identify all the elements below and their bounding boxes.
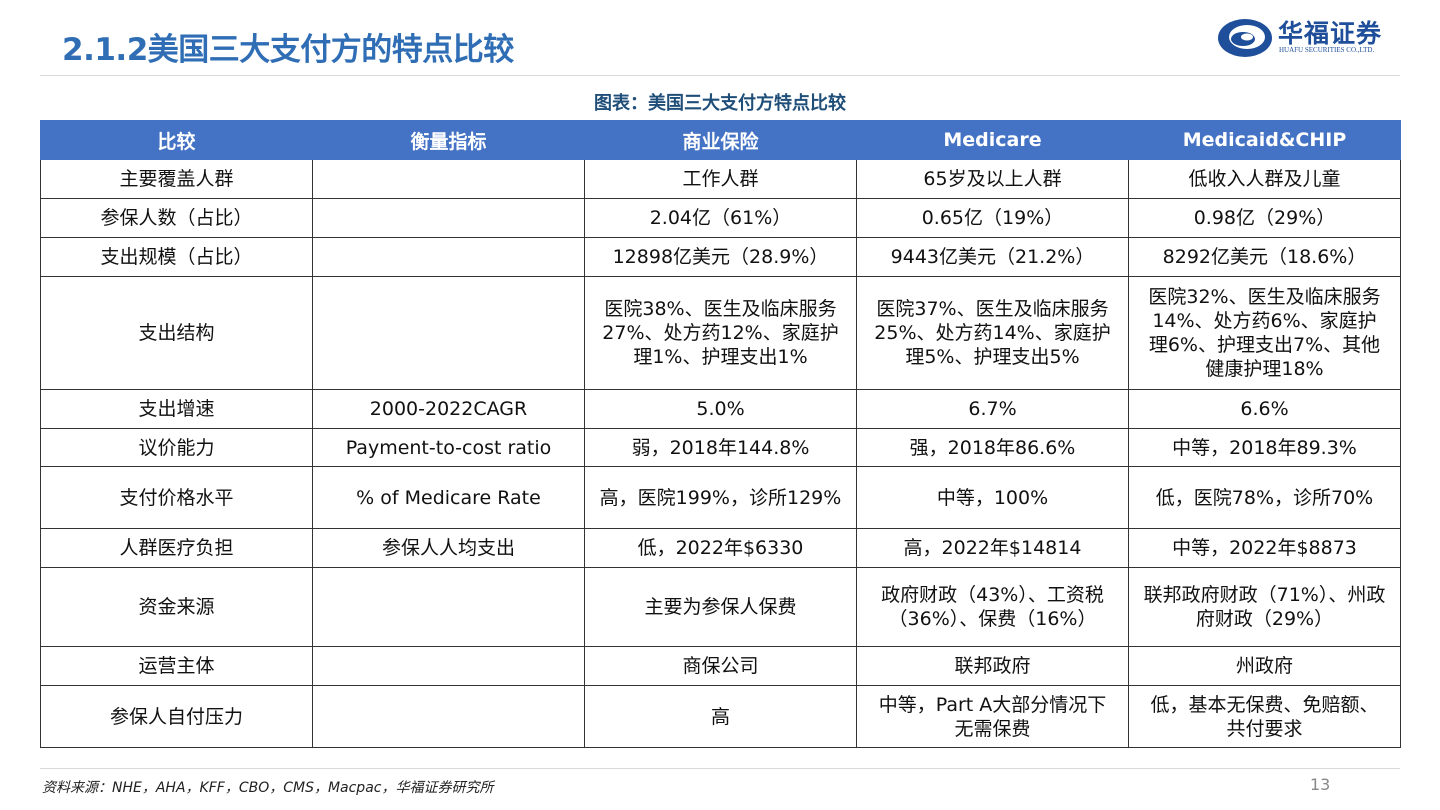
row-label: 支出增速 [40,389,313,429]
row-label: 支付价格水平 [40,466,313,529]
table-cell: Payment-to-cost ratio [312,428,585,467]
table-row: 人群医疗负担 参保人人均支出 低，2022年$6330 高，2022年$14814 中等… [40,528,1401,568]
table-cell: 低，医院78%，诊所70% [1128,466,1401,529]
table-cell [312,685,585,748]
table-row: 支出结构 医院38%、医生及临床服务27%、处方药12%、家庭护理1%、护理支出1… [40,276,1401,390]
table-cell: 低，2022年$6330 [584,528,857,568]
table-row: 主要覆盖人群 工作人群 65岁及以上人群 低收入人群及儿童 [40,159,1401,199]
table-cell: 商保公司 [584,646,857,686]
header-row: 比较 衡量指标 商业保险 Medicare Medicaid&CHIP [40,120,1401,160]
table-cell: 联邦政府财政（71%）、州政府财政（29%） [1128,567,1401,647]
table-cell: 州政府 [1128,646,1401,686]
row-label: 资金来源 [40,567,313,647]
table-cell: % of Medicare Rate [312,466,585,529]
table-cell [312,159,585,199]
table-row: 支付价格水平% of Medicare Rate 高，医院199%，诊所129% 中… [40,466,1401,529]
table-cell: 0.98亿（29%） [1128,198,1401,238]
table-cell: 9443亿美元（21.2%） [856,237,1129,277]
table-row: 参保人自付压力 高中等，Part A大部分情况下无需保费 低，基本无保费、免赔额、共… [40,685,1401,748]
table-cell: 中等，2022年$8873 [1128,528,1401,568]
table-cell: 弱，2018年144.8% [584,428,857,467]
table-cell: 6.7% [856,389,1129,429]
table-cell: 工作人群 [584,159,857,199]
table-cell: 0.65亿（19%） [856,198,1129,238]
table-cell [312,276,585,390]
table-cell: 65岁及以上人群 [856,159,1129,199]
column-header: 商业保险 [584,120,857,160]
table-cell: 中等，Part A大部分情况下无需保费 [856,685,1129,748]
table-cell: 医院32%、医生及临床服务14%、处方药6%、家庭护理6%、护理支出7%、其他健… [1128,276,1401,390]
slide-title: 2.1.2美国三大支付方的特点比较 [62,32,514,68]
table-cell: 2.04亿（61%） [584,198,857,238]
table-cell: 强，2018年86.6% [856,428,1129,467]
table-cell: 医院37%、医生及临床服务25%、处方药14%、家庭护理5%、护理支出5% [856,276,1129,390]
row-label: 议价能力 [40,428,313,467]
table-cell: 低收入人群及儿童 [1128,159,1401,199]
table-cell: 高 [584,685,857,748]
logo-icon [1218,19,1272,57]
row-label: 人群医疗负担 [40,528,313,568]
table-cell: 高，2022年$14814 [856,528,1129,568]
comparison-table: 比较 衡量指标 商业保险 Medicare Medicaid&CHIP 主要覆盖人群 工作人… [40,120,1401,748]
row-label: 支出规模（占比） [40,237,313,277]
table-cell: 8292亿美元（18.6%） [1128,237,1401,277]
table-row: 资金来源 主要为参保人保费 政府财政（43%）、工资税（36%）、保费（16%） 联邦… [40,567,1401,647]
table-row: 支出增速 2000-2022CAGR 5.0% 6.7% 6.6% [40,389,1401,429]
table-caption: 图表：美国三大支付方特点比较 [594,93,846,114]
row-label: 支出结构 [40,276,313,390]
column-header: Medicaid&CHIP [1128,120,1401,160]
table-cell: 6.6% [1128,389,1401,429]
table-cell: 高，医院199%，诊所129% [584,466,857,529]
row-label: 运营主体 [40,646,313,686]
table-cell: 政府财政（43%）、工资税（36%）、保费（16%） [856,567,1129,647]
table-cell: 2000-2022CAGR [312,389,585,429]
table-cell: 医院38%、医生及临床服务27%、处方药12%、家庭护理1%、护理支出1% [584,276,857,390]
row-label: 主要覆盖人群 [40,159,313,199]
row-label: 参保人数（占比） [40,198,313,238]
divider [40,768,1400,769]
table-cell: 5.0% [584,389,857,429]
row-label: 参保人自付压力 [40,685,313,748]
table-cell [312,198,585,238]
table-cell: 12898亿美元（28.9%） [584,237,857,277]
table-cell [312,567,585,647]
table-cell [312,237,585,277]
column-header: Medicare [856,120,1129,160]
table-row: 运营主体 商保公司 联邦政府 州政府 [40,646,1401,686]
table-row: 支出规模（占比） 12898亿美元（28.9%） 9443亿美元（21.2%） 829… [40,237,1401,277]
table-cell: 低，基本无保费、免赔额、共付要求 [1128,685,1401,748]
logo-subtitle: HUAFU SECURITIES CO.,LTD. [1279,46,1375,54]
table-cell: 联邦政府 [856,646,1129,686]
column-header: 比较 [40,120,313,160]
table-cell: 中等，100% [856,466,1129,529]
logo-name: 华福证券 [1278,19,1383,48]
page-number: 13 [1310,775,1331,794]
divider [40,75,1400,76]
table-row: 议价能力 Payment-to-cost ratio 弱，2018年144.8% 强，… [40,428,1401,467]
table-cell: 中等，2018年89.3% [1128,428,1401,467]
source-note: 资料来源：NHE，AHA，KFF，CBO，CMS，Macpac，华福证券研究所 [42,780,494,796]
table-cell: 主要为参保人保费 [584,567,857,647]
table-cell: 参保人人均支出 [312,528,585,568]
table-cell [312,646,585,686]
column-header: 衡量指标 [312,120,585,160]
table-row: 参保人数（占比） 2.04亿（61%） 0.65亿（19%） 0.98亿（29%） [40,198,1401,238]
